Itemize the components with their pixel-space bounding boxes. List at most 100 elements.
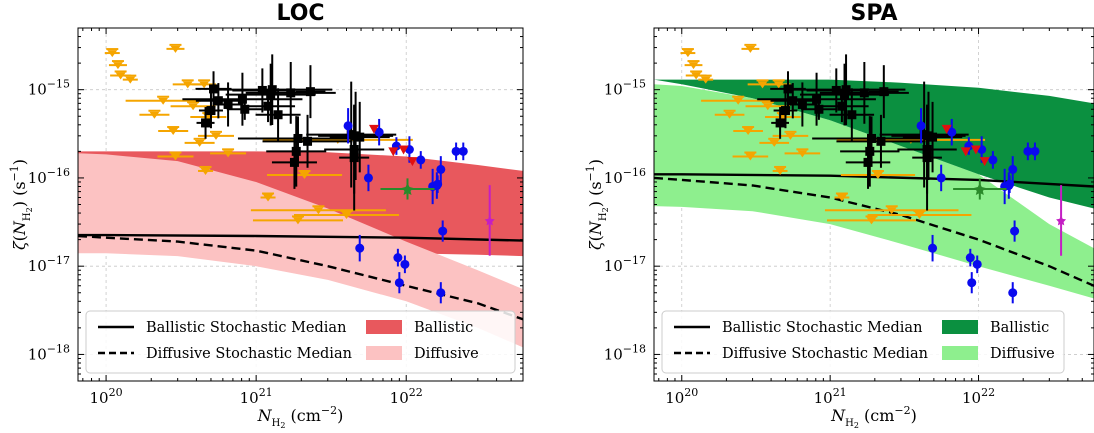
- upper-limit-marker: [341, 212, 352, 220]
- panel-title: SPA: [851, 1, 898, 26]
- y-tick-label: 10−16: [604, 166, 646, 187]
- circle-marker: [1008, 288, 1018, 298]
- upper-limit-marker: [700, 76, 711, 84]
- circle-marker: [393, 253, 403, 263]
- square-marker: [213, 96, 223, 106]
- upper-limit-marker: [757, 81, 768, 89]
- upper-limit-marker: [769, 139, 780, 147]
- square-marker: [879, 87, 889, 97]
- triangle-marker: [369, 124, 380, 134]
- circle-marker: [394, 278, 404, 288]
- legend: Ballistic Stochastic Median Diffusive Sto…: [85, 310, 516, 374]
- square-marker: [775, 118, 785, 128]
- square-marker: [237, 94, 247, 104]
- upper-limit-marker: [745, 153, 756, 161]
- legend-swatch-ballistic: [942, 320, 978, 334]
- square-marker: [349, 153, 359, 163]
- circle-marker: [988, 155, 998, 165]
- triangle-marker: [398, 145, 409, 155]
- square-marker: [812, 94, 822, 104]
- square-marker: [267, 85, 277, 95]
- upper-limit-marker: [914, 212, 925, 220]
- y-tick-label: 10−15: [604, 78, 646, 99]
- y-tick-label: 10−15: [28, 78, 70, 99]
- upper-limit-marker: [745, 45, 756, 53]
- triangle-marker: [970, 145, 981, 155]
- circle-marker: [947, 127, 957, 137]
- legend: Ballistic Stochastic Median Diffusive Sto…: [661, 310, 1065, 374]
- upper-limit-marker: [182, 81, 193, 89]
- circle-marker: [416, 155, 426, 165]
- upper-limit-marker: [168, 128, 179, 136]
- plot-content: [654, 43, 1094, 304]
- upper-limit-marker: [158, 97, 169, 105]
- upper-limit-marker: [743, 128, 754, 136]
- circle-marker: [438, 226, 448, 236]
- circle-marker: [400, 259, 410, 269]
- band-ballistic: [654, 79, 1094, 209]
- x-axis-label: NH2 (cm−2): [257, 404, 344, 430]
- square-marker: [841, 85, 851, 95]
- square-marker: [291, 146, 301, 156]
- upper-limit-marker: [872, 171, 883, 179]
- upper-limit-marker: [125, 76, 136, 84]
- square-marker: [797, 99, 807, 109]
- circle-marker: [1010, 226, 1020, 236]
- square-marker: [293, 133, 303, 143]
- upper-limit-marker: [682, 50, 693, 58]
- plot-content: [78, 43, 523, 348]
- y-axis-label: ζ(NH2) (s−1): [584, 159, 610, 250]
- upper-limit-marker: [299, 171, 310, 179]
- median-line-diffusive: [654, 176, 1094, 287]
- circle-marker: [965, 253, 975, 263]
- circle-marker: [436, 288, 446, 298]
- upper-limit-marker: [194, 139, 205, 147]
- square-marker: [922, 153, 932, 163]
- star-marker-green: [973, 182, 986, 195]
- circle-marker: [355, 243, 365, 253]
- upper-limit-marker: [210, 132, 221, 140]
- circle-marker: [458, 146, 468, 156]
- upper-limit-marker: [724, 111, 735, 119]
- upper-limit-marker: [886, 207, 897, 215]
- square-marker: [201, 118, 211, 128]
- square-marker: [865, 146, 875, 156]
- y-axis-label: ζ(NH2) (s−1): [8, 159, 34, 250]
- x-axis-label: NH2 (cm−2): [830, 404, 917, 430]
- y-tick-label: 10−17: [28, 254, 70, 275]
- circle-marker: [451, 146, 461, 156]
- circle-marker: [1030, 146, 1040, 156]
- upper-limit-marker: [292, 217, 303, 225]
- x-tick-label: 1020: [90, 386, 123, 407]
- legend-label: Ballistic: [414, 320, 473, 336]
- upper-limit-marker: [188, 103, 199, 111]
- y-tick-label: 10−17: [604, 254, 646, 275]
- square-marker: [266, 90, 276, 100]
- upper-limit-marker: [170, 45, 181, 53]
- circle-marker: [1023, 146, 1033, 156]
- legend-label: Diffusive: [990, 346, 1055, 362]
- legend-label: Ballistic: [990, 320, 1049, 336]
- triangle-marker: [960, 147, 971, 157]
- circle-marker: [1008, 164, 1018, 174]
- square-marker: [355, 132, 365, 142]
- square-marker: [206, 106, 216, 116]
- square-marker: [788, 96, 798, 106]
- upper-limit-marker: [313, 207, 324, 215]
- triangle-marker: [979, 157, 990, 167]
- upper-limit-marker: [107, 50, 118, 58]
- square-marker: [240, 104, 250, 114]
- square-marker: [814, 104, 824, 114]
- median-line-ballistic: [654, 173, 1094, 188]
- observations: [680, 43, 1067, 304]
- legend-label: Ballistic Stochastic Median: [146, 320, 346, 336]
- square-marker: [863, 157, 873, 167]
- square-marker: [859, 88, 869, 98]
- triangle-marker: [407, 157, 418, 167]
- circle-marker: [436, 164, 446, 174]
- upper-limit-marker: [775, 167, 786, 175]
- band-diffusive: [654, 84, 1094, 299]
- median-line-diffusive: [78, 234, 523, 321]
- y-tick-label: 10−18: [28, 342, 70, 363]
- upper-limit-marker: [115, 72, 126, 80]
